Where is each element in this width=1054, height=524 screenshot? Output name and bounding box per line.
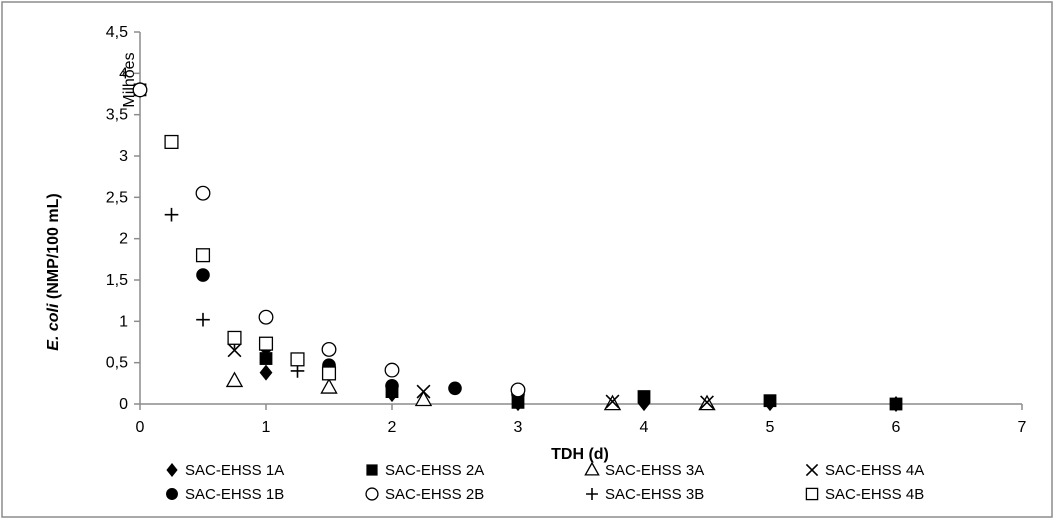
data-point xyxy=(227,343,242,358)
legend-label: SAC-EHSS 4B xyxy=(825,486,924,503)
data-point xyxy=(448,381,462,396)
data-point xyxy=(510,382,526,398)
data-point xyxy=(259,352,273,365)
data-point xyxy=(290,352,305,367)
legend-label: SAC-EHSS 4A xyxy=(825,462,924,479)
legend-item: SAC-EHSS 2A xyxy=(366,462,484,479)
x-tick-label: 3 xyxy=(514,419,523,436)
data-point xyxy=(225,371,244,388)
legend-marker xyxy=(584,461,600,476)
legend-marker xyxy=(366,464,378,476)
data-point xyxy=(258,336,274,351)
data-point xyxy=(889,397,903,411)
data-point xyxy=(637,390,651,403)
legend-label: SAC-EHSS 3A xyxy=(605,462,704,479)
y-tick-label: 3,5 xyxy=(106,107,128,124)
legend-label: SAC-EHSS 2B xyxy=(385,486,484,503)
data-point xyxy=(164,207,179,222)
y-tick-label: 4 xyxy=(119,65,128,82)
data-point xyxy=(164,134,179,149)
tick-labels: 0 1 2 3 4 5 6 7 0 0,5 1 1,5 2 2,5 3 3,5 4 4,5 xyxy=(106,24,1027,436)
data-point xyxy=(195,248,211,263)
y-tick-label: 2,5 xyxy=(106,189,128,206)
data-point xyxy=(195,185,211,201)
x-tick-label: 2 xyxy=(388,419,397,436)
y-axis-title-rest: (NMP/100 mL) xyxy=(45,193,62,303)
data-point xyxy=(384,362,400,378)
data-point xyxy=(321,341,337,357)
legend-marker xyxy=(166,463,178,477)
data-point xyxy=(132,82,148,98)
y-tick-label: 0 xyxy=(119,396,128,413)
legend-label: SAC-EHSS 1A xyxy=(185,462,284,479)
x-tick-label: 0 xyxy=(136,419,145,436)
legend-item: SAC-EHSS 4B xyxy=(805,486,924,503)
y-tick-label: 4,5 xyxy=(106,24,128,41)
data-point xyxy=(227,330,242,345)
x-tick-label: 7 xyxy=(1018,419,1027,436)
y-tick-label: 3 xyxy=(119,148,128,165)
data-point xyxy=(320,378,338,394)
legend-marker xyxy=(586,488,598,500)
data-point xyxy=(196,268,210,282)
legend-label: SAC-EHSS 1B xyxy=(185,486,284,503)
legend-item: SAC-EHSS 4A xyxy=(805,462,924,479)
legend-label: SAC-EHSS 3B xyxy=(605,486,704,503)
x-tick-label: 6 xyxy=(892,419,901,436)
legend-label: SAC-EHSS 2A xyxy=(385,462,484,479)
legend-item: SAC-EHSS 1A xyxy=(166,462,284,479)
legend: SAC-EHSS 1A SAC-EHSS 2A SAC-EHSS 3A SAC-EHS… xyxy=(166,461,924,503)
legend-marker xyxy=(166,488,178,500)
data-points xyxy=(132,81,903,412)
x-tick-label: 1 xyxy=(262,419,271,436)
data-point xyxy=(763,394,777,408)
x-tick-label: 5 xyxy=(766,419,775,436)
y-tick-label: 1,5 xyxy=(106,272,128,289)
legend-item: SAC-EHSS 3B xyxy=(586,486,704,503)
data-point xyxy=(416,384,431,399)
y-tick-label: 1 xyxy=(119,313,128,330)
y-axis-title-italic: E. coli xyxy=(45,303,62,351)
legend-marker xyxy=(365,487,379,501)
data-point xyxy=(258,309,274,325)
data-point xyxy=(259,364,273,381)
x-axis-title: TDH (d) xyxy=(551,446,609,463)
legend-item: SAC-EHSS 1B xyxy=(166,486,284,503)
x-tick-label: 4 xyxy=(640,419,649,436)
series-8 xyxy=(164,134,337,381)
data-point xyxy=(700,395,714,410)
data-point xyxy=(414,390,433,407)
y-tick-label: 0,5 xyxy=(106,355,128,372)
legend-marker xyxy=(805,463,819,477)
legend-item: SAC-EHSS 3A xyxy=(584,461,704,479)
legend-item: SAC-EHSS 2B xyxy=(365,486,484,503)
data-point xyxy=(321,366,337,381)
y-tick-label: 2 xyxy=(119,231,128,248)
series-6 xyxy=(132,82,526,398)
y-unit-label: Milhões xyxy=(121,52,138,107)
y-axis-title: E. coli (NMP/100 mL) xyxy=(45,193,62,350)
legend-marker xyxy=(805,487,819,501)
data-point xyxy=(385,379,399,393)
data-point xyxy=(196,312,210,327)
data-point xyxy=(605,394,620,409)
